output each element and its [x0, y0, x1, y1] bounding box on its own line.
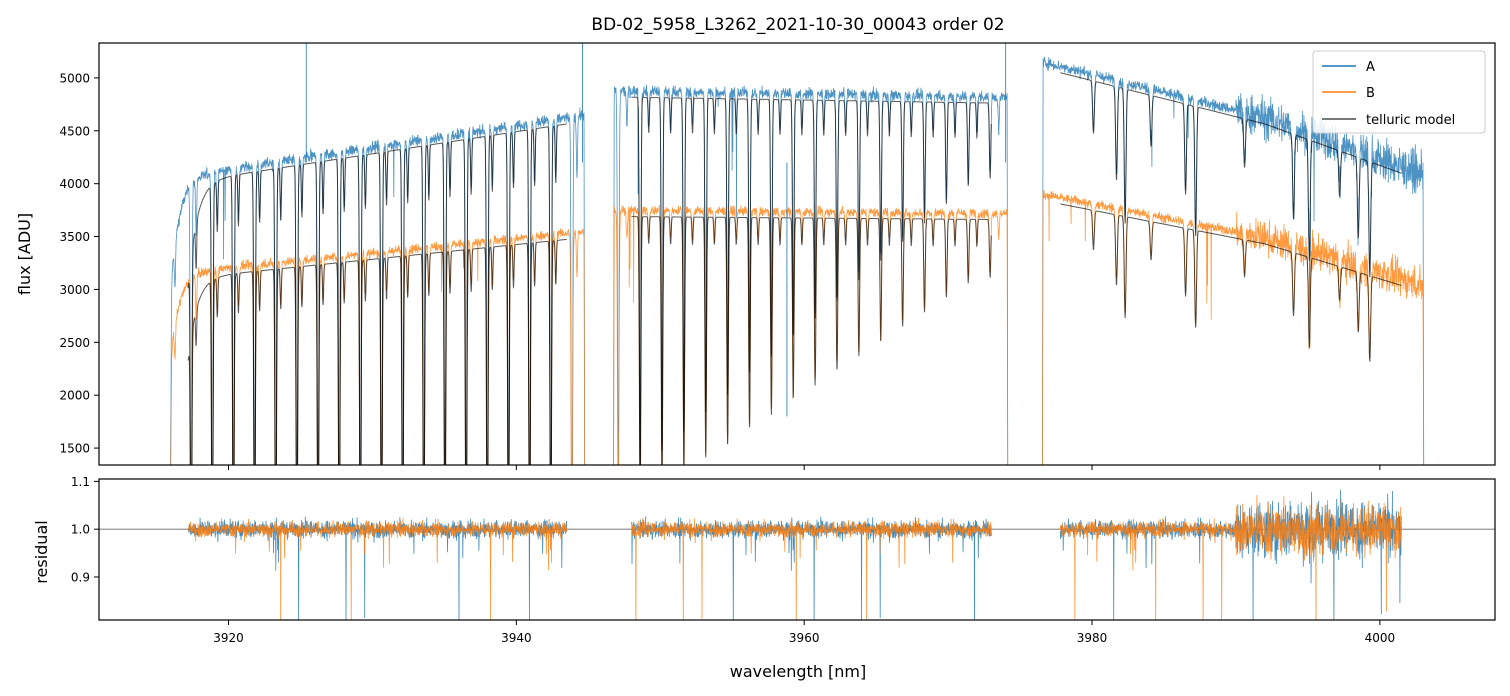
x-tick-label: 3920	[213, 631, 244, 645]
x-tick-label: 3960	[789, 631, 820, 645]
residual-y-tick-label: 0.9	[71, 570, 90, 584]
bottom-y-axis-label: residual	[32, 520, 51, 583]
residual-y-tick-label: 1.1	[71, 475, 90, 489]
x-tick-label: 4000	[1365, 631, 1396, 645]
y-tick-label: 4000	[59, 177, 90, 191]
residual-a-segment-3	[1060, 489, 1402, 620]
telluric-model-b-segment-3	[1060, 203, 1402, 362]
legend-label-a: A	[1366, 60, 1375, 75]
top-plot-area	[170, 43, 1425, 465]
residual-b-segment-1	[187, 517, 568, 620]
bottom-plot-area	[99, 489, 1495, 620]
bottom-x-axis: 3920 3940 3960 3980 4000	[213, 620, 1395, 645]
telluric-model-b-segment-1	[187, 238, 567, 465]
x-axis-label: wavelength [nm]	[730, 662, 867, 681]
top-y-axis-label: flux [ADU]	[15, 213, 34, 295]
residual-y-tick-label: 1.0	[71, 523, 90, 537]
y-tick-label: 5000	[59, 71, 90, 85]
top-axes-frame	[98, 42, 1496, 466]
series-b-segment-2	[613, 204, 1009, 465]
series-b-segment-3	[1042, 189, 1425, 465]
telluric-model-a-segment-2	[631, 96, 992, 465]
y-tick-label: 4500	[59, 124, 90, 138]
y-tick-label: 1500	[59, 442, 90, 456]
top-panel: 1500 2000 2500 3000 3500 4000 4500 5000 flux [A…	[15, 42, 1496, 470]
chart-title: BD-02_5958_L3262_2021-10-30_00043 order …	[591, 15, 1004, 35]
legend-box	[1312, 50, 1486, 134]
residual-b-segment-2	[631, 517, 992, 620]
y-tick-label: 3000	[59, 283, 90, 297]
top-x-ticks	[228, 465, 1381, 470]
bottom-y-axis: 0.9 1.0 1.1	[71, 475, 99, 584]
residual-b-segment-3	[1060, 494, 1402, 620]
bottom-panel: 0.91.01.1 3920 3940 3960 3980 4000 residual …	[32, 475, 1496, 681]
telluric-model-a-segment-3	[1060, 72, 1402, 278]
y-tick-label: 2000	[59, 389, 90, 403]
y-tick-label: 3500	[59, 230, 90, 244]
top-y-axis: 1500 2000 2500 3000 3500 4000 4500 5000	[59, 71, 99, 456]
legend: A B telluric model	[1312, 50, 1486, 134]
legend-label-b: B	[1366, 86, 1375, 101]
telluric-model-b-segment-2	[631, 216, 992, 465]
x-tick-label: 3940	[501, 631, 532, 645]
legend-label-telluric: telluric model	[1366, 113, 1455, 128]
y-tick-label: 2500	[59, 336, 90, 350]
series-a-segment-2	[613, 84, 1009, 465]
telluric-model-a-segment-1	[187, 123, 567, 465]
x-tick-label: 3980	[1077, 631, 1108, 645]
bottom-axes-frame	[98, 478, 1496, 621]
